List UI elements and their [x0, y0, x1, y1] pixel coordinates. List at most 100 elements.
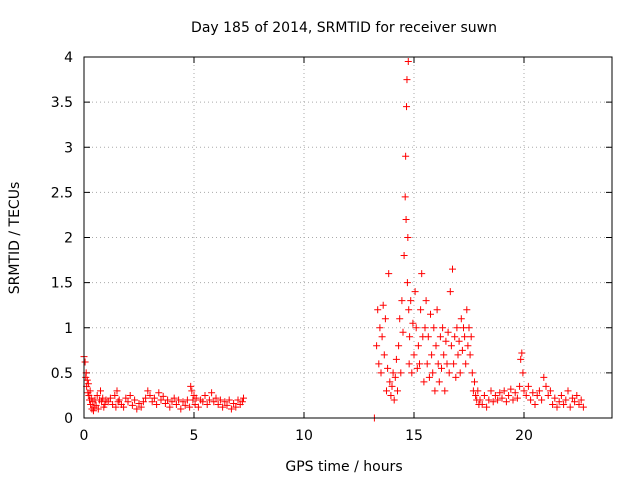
- data-point: [414, 342, 422, 350]
- data-point: [409, 319, 417, 327]
- data-point: [553, 403, 561, 411]
- data-point: [457, 315, 465, 323]
- data-point: [438, 364, 445, 372]
- data-point: [104, 398, 112, 406]
- data-point: [92, 401, 100, 409]
- data-point: [571, 398, 579, 406]
- data-point: [417, 306, 425, 314]
- data-point: [387, 391, 395, 399]
- data-point: [406, 333, 414, 341]
- data-point: [128, 401, 136, 409]
- data-point: [441, 387, 449, 395]
- data-point: [94, 405, 102, 413]
- data-point: [219, 403, 227, 411]
- data-point: [199, 398, 207, 406]
- data-point: [166, 403, 174, 411]
- data-point: [396, 315, 404, 323]
- data-point: [126, 391, 134, 399]
- data-point: [466, 351, 474, 359]
- data-point: [164, 396, 172, 404]
- data-point: [403, 103, 411, 111]
- data-point: [238, 398, 246, 406]
- data-point: [452, 373, 460, 381]
- data-point: [422, 297, 430, 305]
- data-point: [446, 288, 454, 296]
- data-point: [443, 360, 451, 368]
- data-point: [146, 391, 154, 399]
- data-point: [425, 373, 433, 381]
- data-point: [480, 391, 488, 399]
- data-point: [476, 396, 484, 404]
- data-point: [527, 396, 535, 404]
- data-point: [483, 403, 491, 411]
- data-point: [170, 394, 178, 402]
- y-tick-label: 3.5: [51, 95, 73, 111]
- data-point: [87, 394, 95, 402]
- data-point: [210, 398, 218, 406]
- data-point: [232, 403, 240, 411]
- data-point: [155, 389, 163, 397]
- data-point: [439, 324, 447, 332]
- data-point: [464, 342, 472, 350]
- y-tick-label: 1.5: [51, 276, 73, 292]
- data-point: [378, 333, 386, 341]
- data-point: [416, 360, 423, 368]
- data-point: [442, 337, 450, 345]
- data-point: [144, 387, 152, 395]
- data-point: [517, 355, 525, 363]
- data-point: [522, 391, 530, 399]
- y-axis-label: SRMTID / TECUs: [7, 182, 23, 295]
- x-tick-label: 10: [295, 428, 313, 444]
- data-point: [175, 396, 183, 404]
- data-point: [377, 369, 385, 377]
- data-point: [194, 403, 202, 411]
- data-point: [86, 387, 94, 395]
- data-point: [487, 387, 495, 395]
- data-point: [421, 324, 429, 332]
- data-point: [383, 387, 390, 395]
- data-points: [80, 58, 587, 422]
- data-point: [391, 373, 399, 381]
- data-point: [489, 398, 497, 406]
- data-point: [505, 391, 513, 399]
- data-point: [168, 398, 176, 406]
- data-point: [540, 373, 548, 381]
- data-point: [577, 396, 585, 404]
- data-point: [509, 396, 517, 404]
- data-point: [560, 400, 568, 408]
- data-point: [380, 351, 388, 359]
- data-point: [444, 328, 452, 336]
- data-point: [225, 396, 233, 404]
- y-tick-label: 3: [64, 140, 73, 156]
- data-point: [113, 387, 121, 395]
- data-point: [375, 360, 383, 368]
- data-point: [133, 405, 141, 413]
- x-tick-label: 0: [80, 428, 89, 444]
- data-point: [402, 215, 410, 223]
- y-tick-label: 4: [64, 50, 73, 66]
- data-point: [388, 382, 396, 390]
- data-point: [511, 389, 519, 397]
- data-point: [142, 394, 150, 402]
- data-point: [148, 398, 156, 406]
- data-point: [467, 333, 475, 341]
- data-point: [150, 394, 158, 402]
- data-point: [234, 396, 242, 404]
- data-point: [386, 378, 394, 386]
- data-point: [513, 394, 521, 402]
- data-point: [400, 252, 408, 260]
- data-point: [461, 333, 469, 341]
- data-point: [494, 396, 502, 404]
- data-point: [390, 396, 398, 404]
- data-point: [445, 369, 453, 377]
- data-point: [221, 398, 229, 406]
- x-tick-label: 5: [190, 428, 199, 444]
- data-point: [465, 324, 473, 332]
- data-point: [535, 387, 543, 395]
- data-point: [507, 385, 515, 393]
- data-point: [122, 394, 130, 402]
- data-point: [404, 58, 412, 66]
- data-point: [181, 401, 189, 409]
- data-point: [472, 391, 480, 399]
